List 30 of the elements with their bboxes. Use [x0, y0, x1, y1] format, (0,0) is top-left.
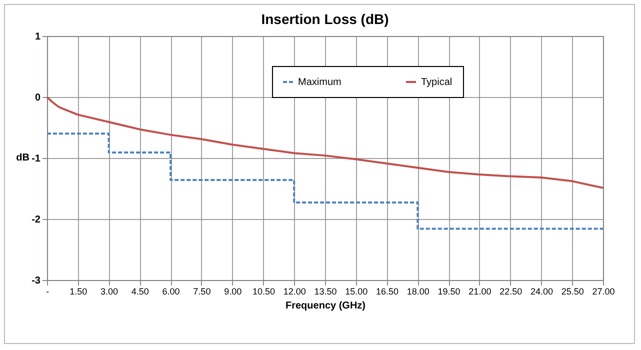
x-tick-label: 16.50 — [376, 286, 399, 296]
x-tick-label: 6.00 — [162, 286, 180, 296]
x-tick-label: 25.50 — [561, 286, 584, 296]
x-tick-label: 9.00 — [224, 286, 242, 296]
x-tick-label: 19.50 — [438, 286, 460, 296]
x-tick-label: 12.00 — [283, 286, 306, 296]
x-tick-label: 21.00 — [468, 286, 492, 296]
y-tick-label: -3 — [32, 276, 41, 286]
legend-label: Typical — [421, 77, 452, 88]
x-tick-label: 3.00 — [100, 286, 118, 296]
x-tick-label: 22.50 — [500, 286, 522, 296]
line-series — [46, 96, 604, 189]
x-tick-label: 10.50 — [252, 286, 275, 296]
x-tick-label: 7.50 — [193, 286, 211, 296]
y-tick-label: -1 — [32, 154, 41, 164]
y-tick-label: 0 — [34, 92, 41, 104]
legend-label: Maximum — [298, 77, 342, 88]
x-tick-label: 1.50 — [70, 286, 88, 296]
x-axis-title: Frequency (GHz) — [285, 300, 366, 312]
x-tick-label: 24.00 — [530, 286, 553, 296]
x-tick-label: 18.00 — [406, 286, 430, 296]
y-axis-title: dB — [16, 152, 30, 164]
x-tick-label: - — [46, 286, 49, 296]
y-tick-label: 1 — [34, 32, 41, 42]
x-tick-label: 4.50 — [131, 286, 149, 296]
chart-title: Insertion Loss (dB) — [261, 11, 389, 27]
y-tick-label: -2 — [32, 214, 41, 226]
x-tick-label: 15.00 — [345, 286, 368, 296]
x-tick-label: 13.50 — [314, 286, 337, 296]
x-tick-label: 27.00 — [592, 286, 615, 296]
